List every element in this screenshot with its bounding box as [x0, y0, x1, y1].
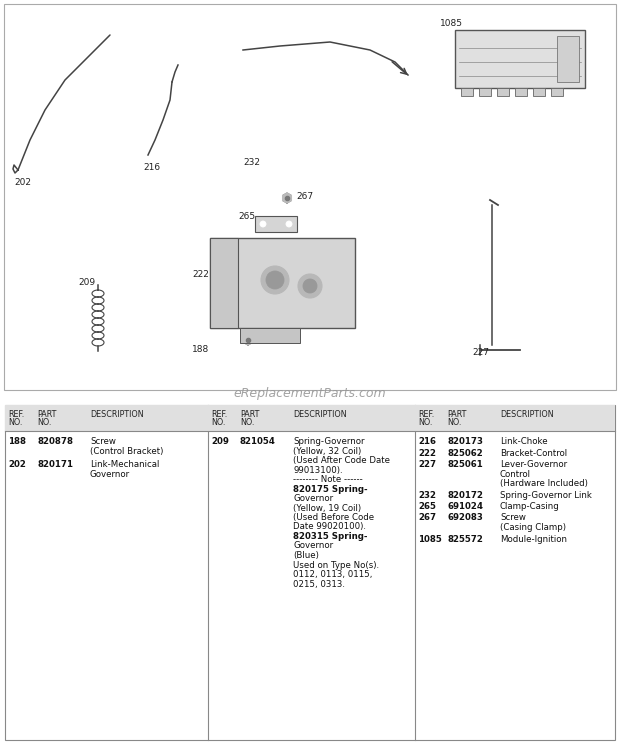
Text: 188: 188: [8, 437, 26, 446]
Circle shape: [260, 221, 266, 227]
Text: 692083: 692083: [447, 513, 483, 522]
Text: DESCRIPTION: DESCRIPTION: [293, 410, 347, 419]
Text: NO.: NO.: [418, 418, 432, 427]
Text: Bracket-Control: Bracket-Control: [500, 449, 567, 458]
Text: 209: 209: [78, 278, 95, 287]
Text: 227: 227: [472, 348, 489, 357]
Text: 222: 222: [418, 449, 436, 458]
Text: 202: 202: [8, 460, 26, 469]
Text: NO.: NO.: [211, 418, 226, 427]
Text: PART: PART: [37, 410, 56, 419]
Bar: [210, 238, 238, 328]
Text: 0215, 0313.: 0215, 0313.: [293, 580, 345, 589]
Text: 691024: 691024: [447, 502, 483, 511]
Text: 267: 267: [296, 192, 313, 201]
Bar: [210, 238, 355, 328]
Bar: [255, 216, 297, 232]
Text: 820171: 820171: [37, 460, 73, 469]
Text: Link-Choke: Link-Choke: [500, 437, 547, 446]
Text: 265: 265: [238, 212, 255, 221]
Text: Screw: Screw: [90, 437, 116, 446]
Text: 825572: 825572: [447, 534, 483, 544]
Text: REF.: REF.: [211, 410, 228, 419]
Text: 267: 267: [418, 513, 436, 522]
Text: NO.: NO.: [447, 418, 461, 427]
Text: Lever-Governor: Lever-Governor: [500, 460, 567, 469]
Text: Governor: Governor: [90, 469, 130, 478]
Text: 820315 Spring-: 820315 Spring-: [293, 532, 368, 541]
Text: 820173: 820173: [447, 437, 483, 446]
Text: 99013100).: 99013100).: [293, 466, 343, 475]
Text: Date 99020100).: Date 99020100).: [293, 522, 366, 531]
Text: 820878: 820878: [37, 437, 73, 446]
Text: 209: 209: [211, 437, 229, 446]
Text: 216: 216: [143, 163, 160, 172]
Text: (Blue): (Blue): [293, 551, 319, 560]
Text: 821054: 821054: [240, 437, 276, 446]
Text: Control: Control: [500, 469, 531, 478]
Text: REF.: REF.: [8, 410, 24, 419]
Bar: [533, 88, 545, 96]
Text: 202: 202: [14, 178, 31, 187]
Text: (Casing Clamp): (Casing Clamp): [500, 523, 566, 532]
Text: eReplacementParts.com: eReplacementParts.com: [234, 386, 386, 400]
Text: 1085: 1085: [418, 534, 441, 544]
Polygon shape: [244, 335, 252, 345]
Text: 0112, 0113, 0115,: 0112, 0113, 0115,: [293, 570, 373, 579]
Circle shape: [266, 271, 284, 289]
Bar: [240, 328, 300, 343]
Text: DESCRIPTION: DESCRIPTION: [500, 410, 554, 419]
Text: Screw: Screw: [500, 513, 526, 522]
Text: PART: PART: [240, 410, 259, 419]
Text: (Yellow, 19 Coil): (Yellow, 19 Coil): [293, 504, 361, 513]
Text: 188: 188: [192, 345, 210, 354]
Circle shape: [286, 221, 292, 227]
Text: Link-Mechanical: Link-Mechanical: [90, 460, 159, 469]
Text: (Used After Code Date: (Used After Code Date: [293, 456, 390, 465]
Circle shape: [298, 274, 322, 298]
Text: 232: 232: [418, 490, 436, 499]
Text: 1085: 1085: [440, 19, 463, 28]
Text: (Hardware Included): (Hardware Included): [500, 479, 588, 488]
Text: Governor: Governor: [293, 542, 333, 551]
Text: Clamp-Casing: Clamp-Casing: [500, 502, 560, 511]
Text: 265: 265: [418, 502, 436, 511]
Text: -------- Note ------: -------- Note ------: [293, 475, 363, 484]
Circle shape: [303, 279, 317, 293]
Text: 227: 227: [418, 460, 436, 469]
Text: Spring-Governor: Spring-Governor: [293, 437, 365, 446]
Text: 820175 Spring-: 820175 Spring-: [293, 484, 368, 493]
Bar: [461, 88, 473, 96]
Bar: [515, 88, 527, 96]
Bar: [5, 405, 615, 431]
Text: Spring-Governor Link: Spring-Governor Link: [500, 490, 592, 499]
Text: REF.: REF.: [418, 410, 434, 419]
Circle shape: [261, 266, 289, 294]
Bar: [551, 88, 563, 96]
Text: 825061: 825061: [447, 460, 483, 469]
Bar: [5, 405, 615, 740]
Text: NO.: NO.: [240, 418, 254, 427]
Text: DESCRIPTION: DESCRIPTION: [90, 410, 144, 419]
Bar: [497, 88, 509, 96]
Text: (Used Before Code: (Used Before Code: [293, 513, 374, 522]
Text: 216: 216: [418, 437, 436, 446]
Bar: [455, 30, 585, 88]
Polygon shape: [283, 193, 291, 203]
Text: 825062: 825062: [447, 449, 483, 458]
Text: Governor: Governor: [293, 494, 333, 503]
Text: (Yellow, 32 Coil): (Yellow, 32 Coil): [293, 446, 361, 455]
Text: NO.: NO.: [37, 418, 51, 427]
Bar: [557, 36, 579, 82]
Text: NO.: NO.: [8, 418, 22, 427]
Bar: [479, 88, 491, 96]
Text: 232: 232: [243, 158, 260, 167]
Text: PART: PART: [447, 410, 466, 419]
Text: (Control Bracket): (Control Bracket): [90, 446, 164, 455]
Text: 222: 222: [192, 270, 209, 279]
Text: Used on Type No(s).: Used on Type No(s).: [293, 560, 379, 569]
Text: Module-Ignition: Module-Ignition: [500, 534, 567, 544]
Bar: [4, 4, 616, 390]
Text: 820172: 820172: [447, 490, 483, 499]
